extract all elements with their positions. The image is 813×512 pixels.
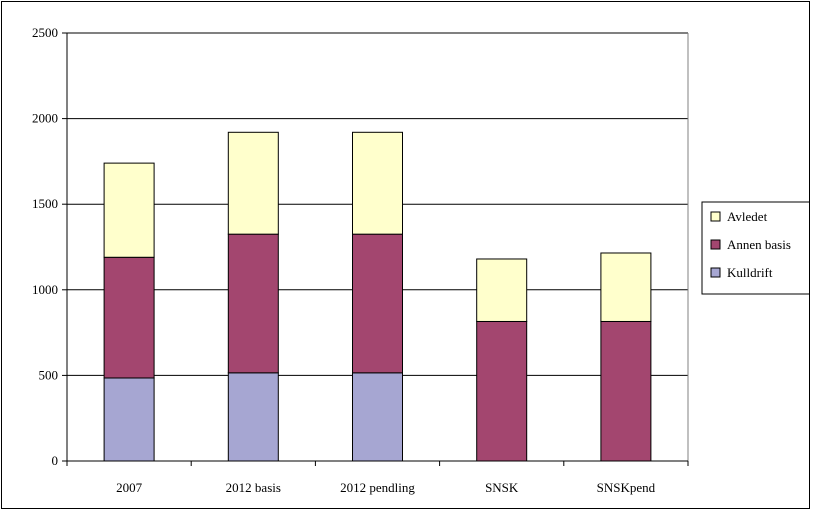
y-tick-label-2500: 2500 bbox=[32, 25, 58, 40]
x-category-label-1: 2012 basis bbox=[226, 480, 281, 495]
bar-kulldrift-2 bbox=[352, 372, 403, 462]
legend-swatch-avledet bbox=[710, 211, 721, 222]
x-category-label-4: SNSKpend bbox=[597, 480, 656, 495]
y-tick-label-2000: 2000 bbox=[32, 111, 58, 126]
bar-annen-basis-2 bbox=[352, 233, 403, 374]
bar-annen-basis-0 bbox=[103, 256, 155, 379]
legend-swatch-annen-basis bbox=[710, 239, 721, 250]
bar-avledet-2 bbox=[352, 131, 403, 235]
bar-annen-basis-1 bbox=[227, 233, 279, 374]
bar-kulldrift-1 bbox=[227, 372, 279, 462]
axes: 0 500 1000 1500 2000 2500 2007 2012 basis 2012 p… bbox=[32, 25, 689, 495]
bar-avledet-0 bbox=[103, 162, 155, 258]
bar-avledet-1 bbox=[227, 131, 279, 235]
legend-swatch-kulldrift bbox=[710, 267, 721, 278]
legend: Avledet Annen basis Kulldrift bbox=[701, 201, 809, 295]
legend-label-kulldrift: Kulldrift bbox=[727, 265, 773, 280]
bar-avledet-3 bbox=[476, 258, 528, 322]
x-category-label-2: 2012 pendling bbox=[340, 480, 415, 495]
bar-avledet-4 bbox=[600, 252, 652, 322]
y-tick-label-1000: 1000 bbox=[32, 282, 58, 297]
bar-annen-basis-4 bbox=[600, 320, 652, 462]
bars bbox=[103, 131, 652, 462]
bar-kulldrift-0 bbox=[103, 377, 155, 462]
y-tick-label-500: 500 bbox=[39, 367, 59, 382]
legend-label-avledet: Avledet bbox=[727, 209, 768, 224]
x-category-label-3: SNSK bbox=[485, 480, 519, 495]
x-category-label-0: 2007 bbox=[116, 480, 143, 495]
legend-label-annen-basis: Annen basis bbox=[727, 237, 791, 252]
bar-annen-basis-3 bbox=[476, 320, 528, 462]
y-tick-label-0: 0 bbox=[52, 453, 59, 468]
y-tick-label-1500: 1500 bbox=[32, 196, 58, 211]
